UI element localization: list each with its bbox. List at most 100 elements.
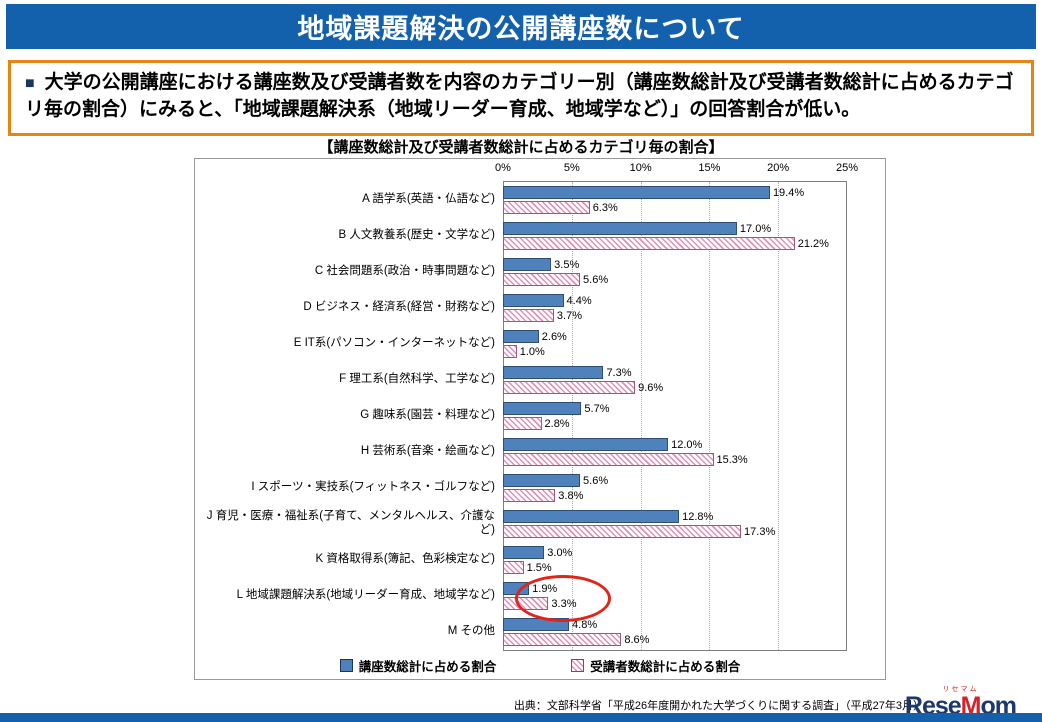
chart-title: 【講座数総計及び受講者数総計に占めるカテゴリ毎の割合】 bbox=[318, 139, 724, 156]
bar-group: 2.6% 1.0% bbox=[503, 326, 847, 362]
bar-line: 6.3% bbox=[503, 201, 847, 214]
value-label: 1.5% bbox=[526, 561, 552, 574]
chart-row: E IT系(パソコン・インターネットなど) 2.6% 1.0% bbox=[195, 326, 885, 362]
bar-group: 3.0% 1.5% bbox=[503, 542, 847, 578]
bar-participants bbox=[503, 561, 524, 574]
x-tick: 20% bbox=[767, 162, 790, 174]
bar-line: 1.0% bbox=[503, 345, 847, 358]
bar-line: 17.3% bbox=[503, 525, 847, 538]
bar-line: 12.8% bbox=[503, 510, 847, 523]
bar-participants bbox=[503, 453, 714, 466]
bar-line: 3.8% bbox=[503, 489, 847, 502]
category-label: E IT系(パソコン・インターネットなど) bbox=[293, 337, 495, 350]
bar-group: 3.5% 5.6% bbox=[503, 254, 847, 290]
x-tick: 10% bbox=[629, 162, 652, 174]
bar-line: 2.6% bbox=[503, 330, 847, 343]
bar-courses bbox=[503, 366, 604, 379]
value-label: 12.0% bbox=[671, 438, 703, 451]
value-label: 17.0% bbox=[739, 222, 772, 235]
category-label: A 語学系(英語・仏語など) bbox=[362, 193, 495, 206]
bar-group: 12.0% 15.3% bbox=[503, 434, 847, 470]
bar-participants bbox=[503, 309, 554, 322]
bar-line: 12.0% bbox=[503, 438, 847, 451]
gridline bbox=[777, 182, 779, 650]
bar-group: 12.8% 17.3% bbox=[503, 506, 847, 542]
chart-box: 0% 5% 10% 15% 20% 25% A 語学系(英語・仏語など) 19.4% 6.3%… bbox=[194, 158, 886, 680]
highlight-ellipse bbox=[515, 575, 611, 622]
source-note: 出典：文部科学省「平成26年度開かれた大学づくりに関する調査」（平成27年3月） bbox=[513, 700, 924, 712]
bar-courses bbox=[503, 546, 545, 559]
x-tick: 5% bbox=[563, 162, 580, 174]
value-label: 12.8% bbox=[682, 510, 714, 523]
value-label: 2.6% bbox=[541, 330, 567, 343]
bar-participants bbox=[503, 381, 636, 394]
bar-participants bbox=[503, 417, 542, 430]
chart-row: G 趣味系(園芸・料理など) 5.7% 2.8% bbox=[195, 398, 885, 434]
value-label: 5.7% bbox=[584, 402, 610, 415]
legend-label-participants: 受講者数総計に占める割合 bbox=[590, 660, 741, 674]
chart-row: H 芸術系(音楽・絵画など) 12.0% 15.3% bbox=[195, 434, 885, 470]
legend-label-courses: 講座数総計に占める割合 bbox=[358, 660, 497, 674]
category-label: K 資格取得系(簿記、色彩検定など) bbox=[315, 553, 495, 566]
chart-row: C 社会問題系(政治・時事問題など) 3.5% 5.6% bbox=[195, 254, 885, 290]
bar-line: 1.5% bbox=[503, 561, 847, 574]
bar-group: 19.4% 6.3% bbox=[503, 182, 847, 218]
bar-group: 5.7% 2.8% bbox=[503, 398, 847, 434]
legend-swatch-participants bbox=[571, 659, 585, 672]
bar-courses bbox=[503, 222, 737, 235]
page-title: 地域課題解決の公開講座数について bbox=[297, 14, 745, 44]
value-label: 6.3% bbox=[592, 201, 618, 214]
bar-participants bbox=[503, 633, 622, 646]
bar-line: 5.7% bbox=[503, 402, 847, 415]
legend: 講座数総計に占める割合 受講者数総計に占める割合 bbox=[195, 656, 885, 675]
bar-group: 5.6% 3.8% bbox=[503, 470, 847, 506]
bar-group: 17.0% 21.2% bbox=[503, 218, 847, 254]
bar-group: 1.9% 3.3% bbox=[503, 575, 847, 622]
value-label: 1.0% bbox=[519, 345, 545, 358]
bar-line: 19.4% bbox=[503, 186, 847, 199]
bar-group: 4.4% 3.7% bbox=[503, 290, 847, 326]
value-label: 3.8% bbox=[558, 489, 584, 502]
bar-line: 4.4% bbox=[503, 294, 847, 307]
category-label: I スポーツ・実技系(フィットネス・ゴルフなど) bbox=[251, 481, 495, 494]
logo-kana: リセマム bbox=[942, 686, 979, 693]
chart-row: D ビジネス・経済系(経営・財務など) 4.4% 3.7% bbox=[195, 290, 885, 326]
bar-courses bbox=[503, 186, 770, 199]
header-bar: 地域課題解決の公開講座数について bbox=[6, 4, 1036, 49]
bar-courses bbox=[503, 438, 669, 451]
bar-participants bbox=[503, 237, 795, 250]
value-label: 4.8% bbox=[572, 618, 598, 631]
bar-group: 7.3% 9.6% bbox=[503, 362, 847, 398]
value-label: 3.7% bbox=[556, 309, 582, 322]
bar-participants bbox=[503, 525, 742, 538]
value-label: 19.4% bbox=[772, 186, 805, 199]
bar-line: 2.8% bbox=[503, 417, 847, 430]
value-label: 8.6% bbox=[624, 633, 650, 646]
chart-row: K 資格取得系(簿記、色彩検定など) 3.0% 1.5% bbox=[195, 542, 885, 578]
chart-row: A 語学系(英語・仏語など) 19.4% 6.3% bbox=[195, 182, 885, 218]
bar-line: 15.3% bbox=[503, 453, 847, 466]
legend-item-courses: 講座数総計に占める割合 bbox=[339, 656, 497, 675]
value-label: 21.2% bbox=[797, 237, 829, 250]
bar-line: 5.6% bbox=[503, 474, 847, 487]
chart-row: L 地域課題解決系(地域リーダー育成、地域学など) 1.9% 3.3% bbox=[195, 575, 885, 622]
bar-line: 3.0% bbox=[503, 546, 847, 559]
category-label: D ビジネス・経済系(経営・財務など) bbox=[303, 301, 495, 314]
bar-line: 9.6% bbox=[503, 381, 847, 394]
category-label: C 社会問題系(政治・時事問題など) bbox=[314, 265, 495, 278]
gridline bbox=[572, 182, 574, 650]
category-label: F 理工系(自然科学、工学など) bbox=[339, 373, 495, 386]
bar-courses bbox=[503, 330, 539, 343]
plot-frame bbox=[503, 181, 847, 651]
value-label: 2.8% bbox=[544, 417, 570, 430]
bar-participants bbox=[503, 345, 517, 358]
bar-line: 17.0% bbox=[503, 222, 847, 235]
bar-courses bbox=[503, 402, 582, 415]
category-label: H 芸術系(音楽・絵画など) bbox=[360, 445, 495, 458]
value-label: 3.5% bbox=[554, 258, 580, 271]
legend-item-participants: 受講者数総計に占める割合 bbox=[571, 656, 740, 675]
value-label: 9.6% bbox=[638, 381, 664, 394]
bar-courses bbox=[503, 510, 680, 523]
chart-row: J 育児・医療・福祉系(子育て、メンタルヘルス、介護など) 12.8% 17.3% bbox=[195, 506, 885, 542]
